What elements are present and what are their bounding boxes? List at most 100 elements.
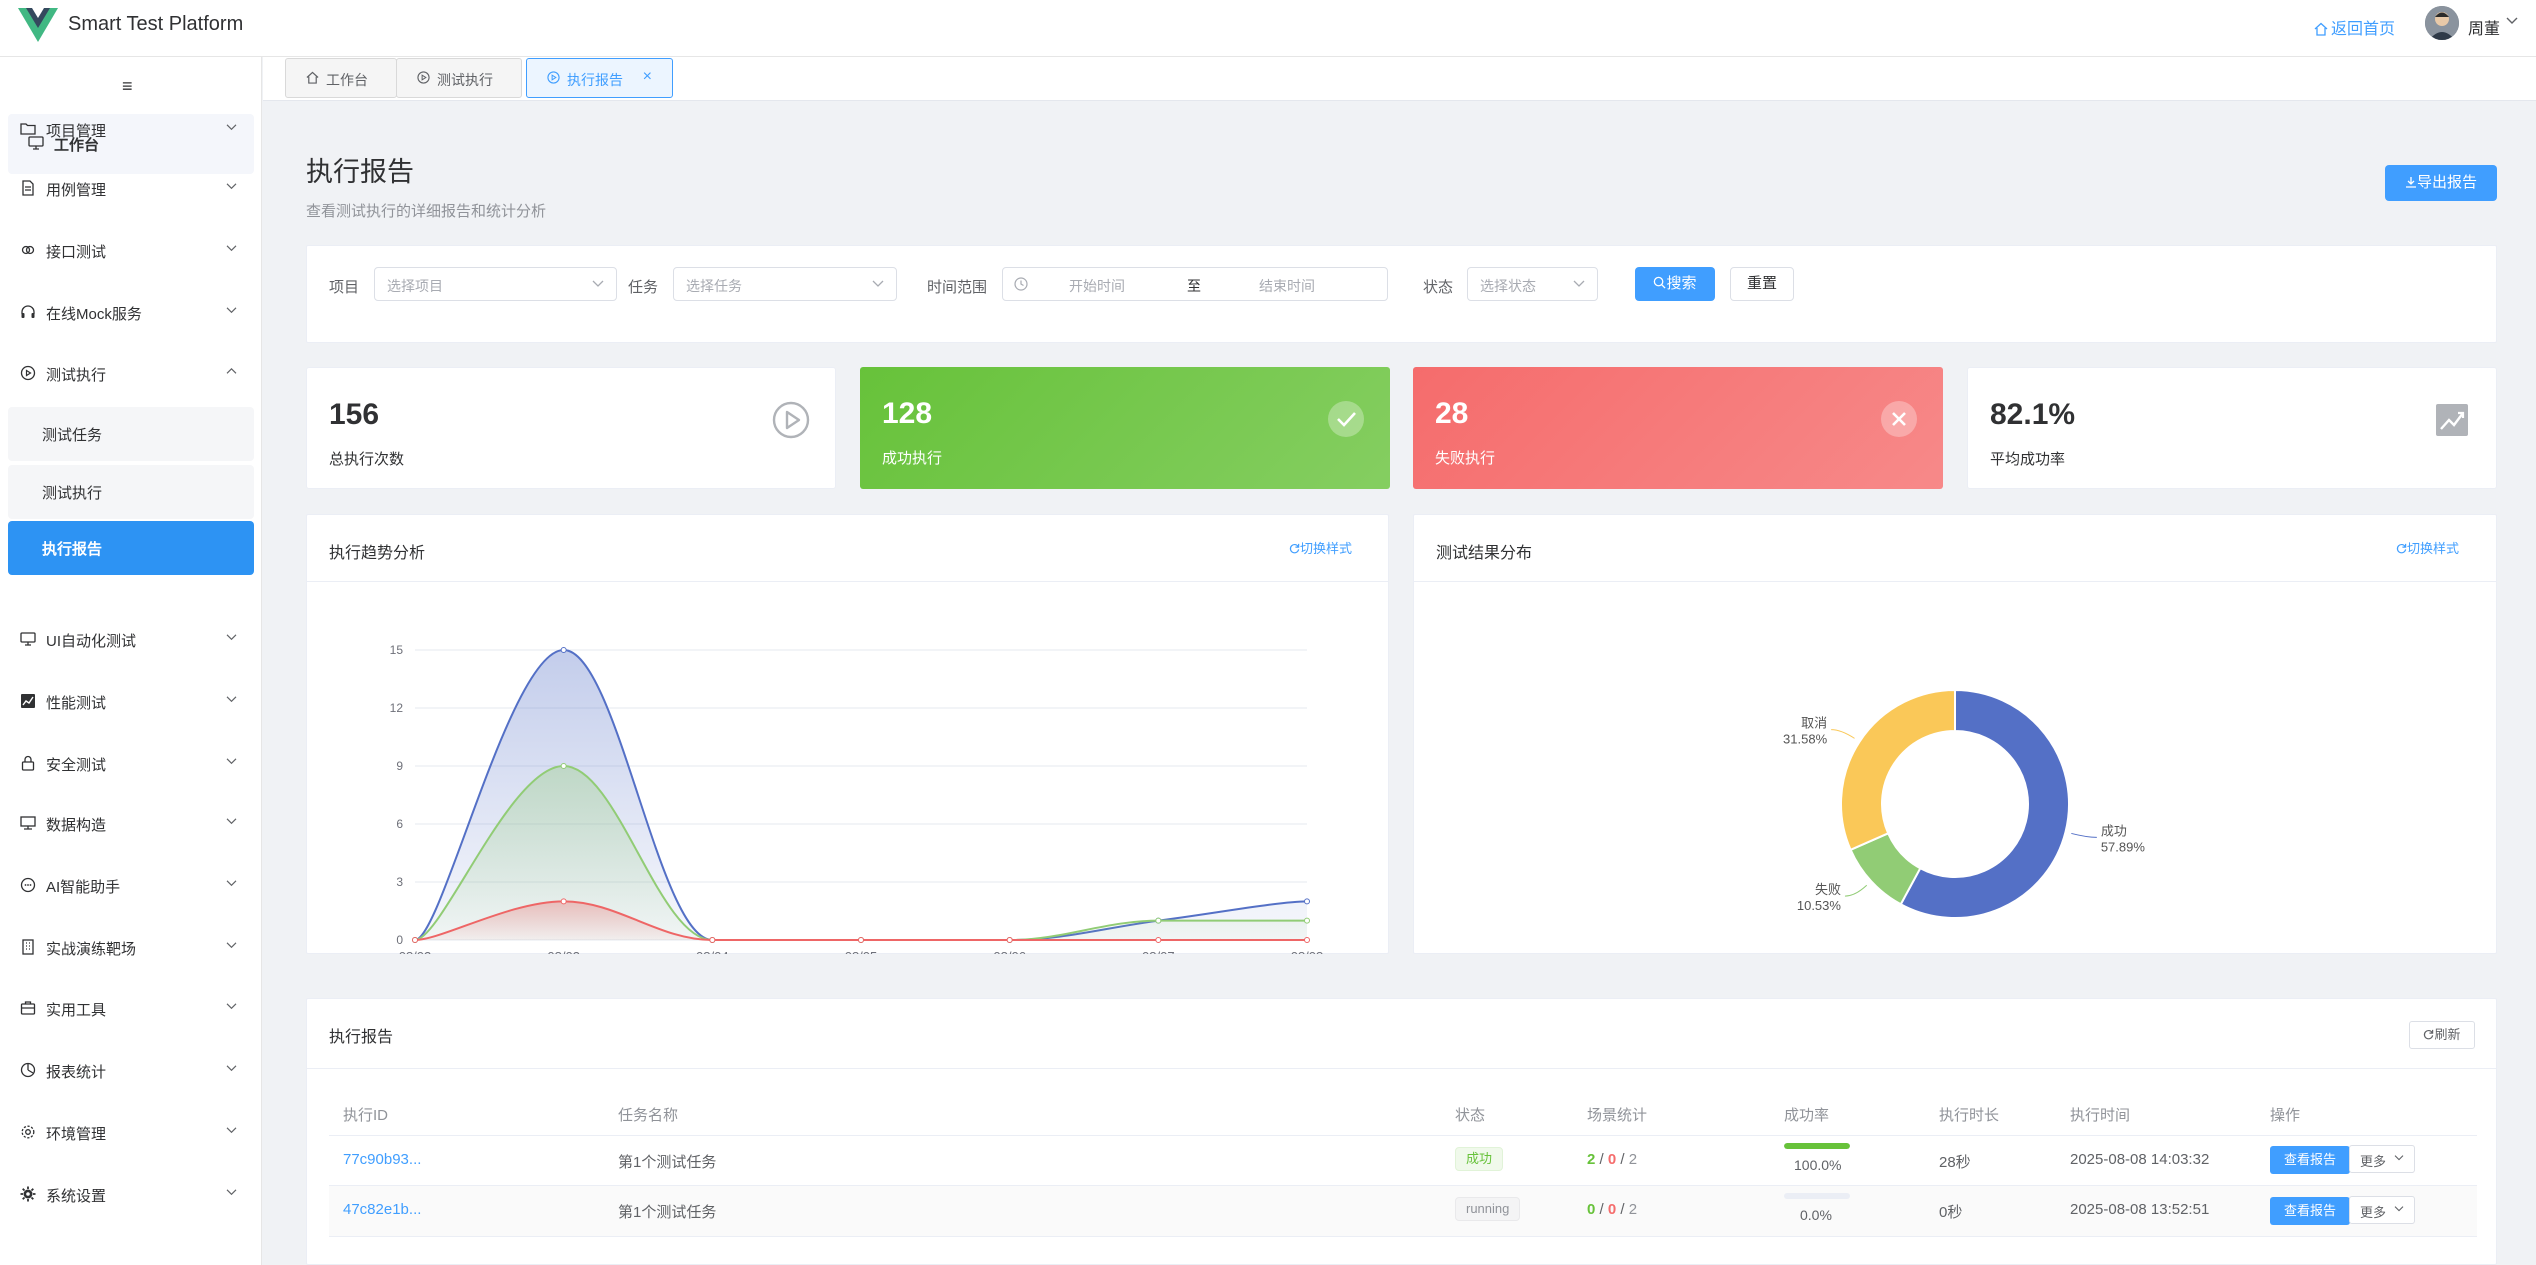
close-icon[interactable]: × <box>642 68 652 85</box>
y-tick-label: 3 <box>396 875 403 889</box>
sidebar-item-security-test[interactable]: 安全测试 <box>0 735 262 793</box>
sidebar-item-ai-assistant[interactable]: AI智能助手 <box>0 857 262 915</box>
chevron-down-icon <box>226 183 237 190</box>
series-area <box>415 901 1307 940</box>
sidebar-item-mock-service[interactable]: 在线Mock服务 <box>0 284 262 342</box>
menu-toggle-icon[interactable]: ≡ <box>122 76 133 96</box>
search-button[interactable]: 搜索 <box>1635 267 1715 301</box>
export-report-button[interactable]: 导出报告 <box>2385 165 2497 201</box>
check-circle-icon <box>1328 401 1364 437</box>
folder-icon <box>20 123 36 135</box>
app-title: Smart Test Platform <box>68 13 244 35</box>
label-line <box>1831 729 1855 739</box>
series-area <box>415 766 1307 940</box>
sidebar-item-env-mgmt[interactable]: 环境管理 <box>0 1104 262 1162</box>
user-name[interactable]: 周董 <box>2468 21 2501 38</box>
scenario-stats: 0 / 0 / 2 <box>1587 1201 1638 1218</box>
switch-style-button[interactable]: 切换样式 <box>2396 538 2459 557</box>
card-header: 执行趋势分析 切换样式 <box>307 515 1388 582</box>
page-subtitle: 查看测试执行的详细报告和统计分析 <box>306 203 547 220</box>
stat-failed-executions: 28 失败执行 <box>1413 367 1943 489</box>
avatar[interactable] <box>2425 6 2459 40</box>
sidebar-subitem-test-execution[interactable]: 测试执行 <box>8 465 254 519</box>
failed-count: 0 <box>1607 1151 1617 1168</box>
chevron-down-icon <box>226 942 237 949</box>
sidebar-subitem-test-tasks[interactable]: 测试任务 <box>8 407 254 461</box>
scenario-stats: 2 / 0 / 2 <box>1587 1151 1638 1168</box>
play-circle-icon <box>417 71 430 84</box>
card-title: 执行报告 <box>329 1029 394 1046</box>
sidebar-item-data-builder[interactable]: 数据构造 <box>0 795 262 853</box>
stat-label: 平均成功率 <box>1990 451 2066 468</box>
status-select[interactable]: 选择状态 <box>1467 267 1598 301</box>
sidebar-item-performance-test[interactable]: 性能测试 <box>0 673 262 731</box>
play-circle-icon <box>20 365 36 381</box>
refresh-icon <box>2424 1029 2434 1040</box>
lock-icon <box>21 755 35 771</box>
slice-percent-label: 31.58% <box>1783 732 1828 747</box>
more-label: 更多 <box>2360 1154 2387 1169</box>
refresh-button[interactable]: 刷新 <box>2409 1021 2475 1049</box>
view-report-button[interactable]: 查看报告 <box>2270 1197 2350 1225</box>
column-header: 执行时间 <box>2070 1107 2131 1124</box>
execution-id-link[interactable]: 77c90b93... <box>343 1151 422 1168</box>
start-time-input[interactable]: 开始时间 <box>1069 278 1125 294</box>
chevron-down-icon <box>226 880 237 887</box>
switch-style-button[interactable]: 切换样式 <box>1289 538 1352 557</box>
gear-icon <box>21 1125 35 1139</box>
sidebar-item-label: 实用工具 <box>46 1002 107 1019</box>
execution-id-link[interactable]: 47c82e1b... <box>343 1201 422 1218</box>
view-report-button[interactable]: 查看报告 <box>2270 1146 2350 1174</box>
slice-percent-label: 57.89% <box>2101 839 2146 854</box>
sidebar-item-ui-automation[interactable]: UI自动化测试 <box>0 611 262 669</box>
data-point <box>560 898 567 905</box>
tab-workbench[interactable]: 工作台 <box>285 58 397 98</box>
chart-icon <box>21 694 35 708</box>
reset-button-label: 重置 <box>1746 275 1777 292</box>
success-rate-bar <box>1784 1193 1850 1199</box>
column-header: 执行ID <box>343 1107 389 1124</box>
end-time-input[interactable]: 结束时间 <box>1259 278 1315 294</box>
chevron-down-icon[interactable] <box>2506 16 2518 26</box>
divider <box>329 1236 2477 1237</box>
pie-icon <box>20 1062 36 1078</box>
sidebar-item-report-stats[interactable]: 报表统计 <box>0 1042 262 1100</box>
tab-test-execution[interactable]: 测试执行 <box>396 58 522 98</box>
sidebar: ≡ 工作台 项目管理 用例管理 接口测试 在线Mock服务 测试执行 UI自动化测试 性能测… <box>0 57 262 1265</box>
task-select[interactable]: 选择任务 <box>673 267 897 301</box>
more-dropdown[interactable]: 更多 <box>2349 1196 2415 1224</box>
task-label: 任务 <box>628 279 659 296</box>
slice-label: 取消 <box>1801 716 1827 731</box>
x-tick-label: 08/03 <box>547 949 580 954</box>
chevron-down-icon <box>226 818 237 825</box>
task-name: 第1个测试任务 <box>618 1154 717 1171</box>
trend-up-icon <box>2436 404 2468 436</box>
tab-execution-report[interactable]: 执行报告 × <box>526 58 673 98</box>
execution-time: 2025-08-08 14:03:32 <box>2070 1151 2210 1168</box>
more-dropdown[interactable]: 更多 <box>2349 1145 2415 1173</box>
chevron-down-icon <box>1573 280 1585 287</box>
divider <box>329 1135 2477 1136</box>
download-icon <box>2405 177 2416 188</box>
sidebar-item-test-execution[interactable]: 测试执行 <box>0 345 262 403</box>
sidebar-item-practice-range[interactable]: 实战演练靶场 <box>0 919 262 977</box>
column-header: 成功率 <box>1784 1107 1830 1124</box>
sidebar-item-case-mgmt[interactable]: 用例管理 <box>0 160 262 218</box>
project-select[interactable]: 选择项目 <box>374 267 617 301</box>
sidebar-item-utility-tools[interactable]: 实用工具 <box>0 980 262 1038</box>
distribution-chart-card: 测试结果分布 切换样式 成功 57.89% 失败 10.53% 取消 31.58% <box>1413 514 2497 954</box>
duration: 28秒 <box>1939 1154 1971 1171</box>
sidebar-item-system-settings[interactable]: 系统设置 <box>0 1166 262 1224</box>
data-point <box>412 937 418 943</box>
sidebar-item-label: 性能测试 <box>46 695 107 712</box>
reset-button[interactable]: 重置 <box>1730 267 1794 301</box>
sidebar-item-project-mgmt[interactable]: 项目管理 <box>0 101 262 159</box>
chevron-down-icon <box>226 1127 237 1134</box>
sidebar-item-api-test[interactable]: 接口测试 <box>0 222 262 280</box>
monitor-icon <box>28 136 44 150</box>
home-icon <box>2314 22 2328 36</box>
home-link[interactable]: 返回首页 <box>2314 15 2395 39</box>
time-range-picker[interactable]: 开始时间 至 结束时间 <box>1002 267 1388 301</box>
sidebar-subitem-execution-report[interactable]: 执行报告 <box>8 521 254 575</box>
sidebar-item-workbench[interactable]: 工作台 <box>8 114 254 174</box>
